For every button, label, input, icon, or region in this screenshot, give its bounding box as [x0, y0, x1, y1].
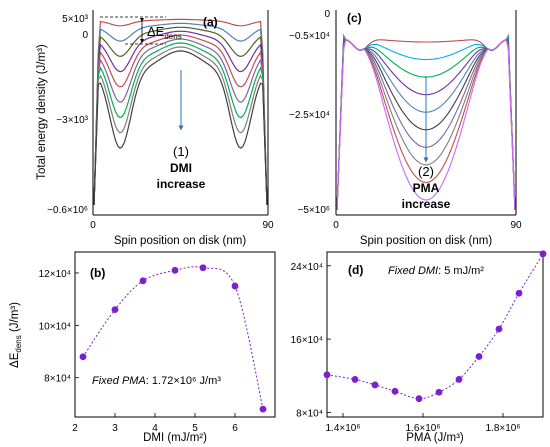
panel-a-series-7 — [93, 42, 268, 206]
panel-c-xlabel: Spin position on disk (nm) — [360, 235, 492, 247]
panel-d-ytick-2: 24×10⁴ — [291, 262, 323, 273]
panel-a-ytick-1: 0 — [82, 30, 88, 41]
panel-d-ytick-1: 16×10⁴ — [291, 335, 323, 346]
panel-b-ytick-2: 12×10⁴ — [39, 269, 71, 280]
panel-b-point-5 — [199, 264, 207, 272]
panel-c: 0 −0.5×10⁴ −2.5×10⁴ −5×10⁶ 0 90 Spin pos… — [289, 9, 522, 247]
panel-a-curves — [93, 18, 268, 206]
panel-d-point-5 — [415, 395, 423, 403]
panel-a-series-3 — [93, 26, 268, 206]
panel-d-xtick-2: 1.8×10⁶ — [486, 423, 521, 434]
panel-b-ytick-0: 8×10⁴ — [44, 374, 71, 385]
panel-b-xtick-4: 6 — [232, 423, 238, 434]
panel-b-point-4 — [171, 266, 179, 274]
panel-d-point-2 — [351, 376, 359, 383]
panel-d-points — [323, 250, 547, 403]
panel-d-xtick-1: 1.6×10⁶ — [406, 423, 441, 434]
panel-a-xtick-0: 0 — [90, 220, 96, 231]
panel-b-points — [79, 264, 267, 413]
panel-d-xtick-0: 1.4×10⁶ — [326, 423, 361, 434]
panel-d-xlabel: PMA (J/m³) — [406, 432, 464, 444]
panel-c-ytick-2: −2.5×10⁴ — [289, 110, 330, 121]
panel-a-series-1 — [93, 18, 268, 206]
panel-b-xlabel: DMI (mJ/m²) — [143, 432, 207, 444]
panel-c-pma-label: PMA — [413, 181, 440, 195]
panel-b-xtick-0: 2 — [72, 423, 78, 434]
panel-b-point-2 — [111, 306, 119, 314]
panel-a-dmi-label: DMI — [170, 161, 192, 175]
panel-a-series-8 — [93, 46, 268, 206]
panel-b-label: (b) — [90, 266, 105, 280]
panel-b: 2 3 4 5 6 8×10⁴ 10×10⁴ 12×10⁴ (b) Fixed PMA: 1.… — [9, 251, 276, 444]
panel-d-ytick-0: 8×10⁴ — [296, 408, 323, 419]
panel-d: 1.4×10⁶ 1.6×10⁶ 1.8×10⁶ 8×10⁴ 16×10⁴ 24×10⁴ (… — [291, 250, 547, 444]
panel-c-series-1 — [336, 33, 516, 211]
panel-b-ylabel: ΔEdens (J/m³) — [9, 302, 23, 368]
panel-a-label: (a) — [203, 15, 218, 29]
panel-a-series-9 — [93, 50, 268, 206]
panel-d-point-7 — [455, 376, 463, 383]
panel-b-xtick-1: 3 — [112, 423, 118, 434]
panel-c-xtick-0: 0 — [333, 220, 339, 231]
panel-a-ylabel: Total energy density (J/m³) — [36, 44, 48, 180]
panel-d-fixed-note: Fixed DMI: 5 mJ/m² — [388, 265, 484, 277]
panel-a-xlabel: Spin position on disk (nm) — [114, 235, 246, 247]
panel-a-series-5 — [93, 34, 268, 206]
panel-b-fixed-note: Fixed PMA: 1.72×10⁶ J/m³ — [92, 375, 221, 387]
panel-c-increase-label: increase — [402, 197, 451, 211]
panel-d-point-1 — [323, 371, 331, 379]
panel-a-series-2 — [93, 22, 268, 206]
panel-b-frame — [74, 251, 276, 418]
panel-a-ytick-2: −3×10³ — [56, 115, 88, 126]
panel-c-ytick-3: −5×10⁶ — [298, 205, 330, 216]
panel-a-ytick-0: 5×10³ — [62, 14, 89, 25]
panel-b-xtick-3: 5 — [192, 423, 198, 434]
panel-d-point-9 — [495, 325, 503, 333]
panel-d-point-4 — [391, 387, 399, 395]
panel-b-xtick-2: 4 — [152, 423, 158, 434]
panel-c-series-10 — [336, 38, 516, 211]
panel-d-point-8 — [475, 353, 483, 360]
panel-a-delta-label: ΔEdens — [147, 24, 182, 41]
panel-d-point-11 — [539, 250, 547, 258]
panel-c-xtick-1: 90 — [510, 220, 522, 231]
panel-c-ytick-1: −0.5×10⁴ — [289, 31, 330, 42]
panel-a-xtick-1: 90 — [262, 220, 274, 231]
panel-d-label: (d) — [348, 263, 363, 277]
panel-c-label: (c) — [347, 11, 362, 25]
panel-b-ytick-1: 10×10⁴ — [39, 321, 71, 332]
panel-d-frame — [326, 251, 544, 418]
panel-d-point-3 — [371, 381, 379, 389]
panel-a-ytick-3: −0.6×10⁶ — [47, 205, 88, 216]
panel-a-series-4 — [93, 30, 268, 206]
panel-c-series-2 — [336, 35, 516, 211]
panel-b-point-7 — [259, 405, 267, 413]
panel-b-ticks: 2 3 4 5 6 8×10⁴ 10×10⁴ 12×10⁴ — [39, 269, 239, 434]
panel-d-point-6 — [435, 388, 443, 396]
panel-b-point-1 — [79, 353, 87, 361]
panel-b-point-3 — [139, 277, 147, 285]
panel-c-step-number: (2) — [418, 164, 434, 179]
panel-d-ticks: 1.4×10⁶ 1.6×10⁶ 1.8×10⁶ 8×10⁴ 16×10⁴ 24×10⁴ — [291, 262, 521, 434]
panel-a-series-6 — [93, 38, 268, 206]
panel-d-point-10 — [515, 289, 523, 297]
panel-a-increase-label: increase — [157, 177, 206, 191]
panel-a: 5×10³ 0 −3×10³ −0.6×10⁶ 0 90 Spin positi… — [36, 10, 274, 247]
panel-c-ytick-0: 0 — [324, 9, 330, 20]
panel-a-step-number: (1) — [173, 144, 189, 159]
panel-b-point-6 — [231, 282, 239, 290]
